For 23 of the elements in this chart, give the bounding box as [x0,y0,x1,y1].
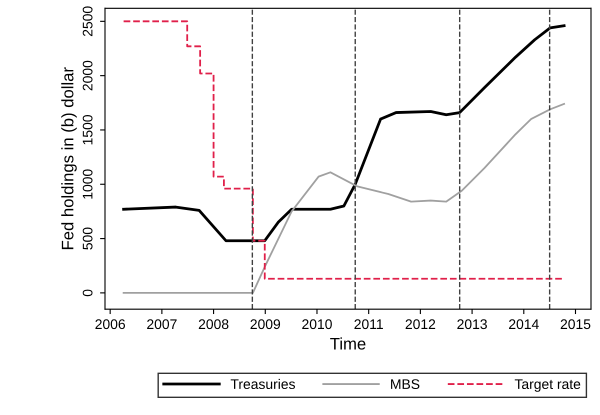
x-tick-label: 2011 [354,319,383,330]
x-tick-label: 2012 [406,319,436,330]
y-tick-label: 1000 [82,169,93,199]
y-tick-label: 1500 [82,115,93,144]
line-series [122,102,566,294]
x-tick-label: 2009 [250,319,280,330]
y-tick-label: 2500 [82,6,93,36]
legend-label: MBS [391,379,420,390]
line-series [122,24,566,242]
x-tick-label: 2015 [560,319,590,330]
x-tick-label: 2010 [302,319,332,330]
x-axis-title: Time [330,337,366,350]
x-tick-label: 2007 [147,319,177,330]
y-tick-label: 0 [82,290,93,296]
y-tick-label: 500 [82,228,93,250]
y-axis-title: Fed holdings in (b) dollar [61,67,77,250]
x-tick-label: 2013 [457,319,487,330]
x-tick-label: 2014 [509,319,539,330]
x-tick-label: 2008 [198,319,228,330]
legend-label: Treasuries [230,378,295,390]
x-tick-label: 2006 [95,319,126,330]
y-tick-label: 2000 [82,60,93,90]
legend-label: Target rate [514,379,580,392]
